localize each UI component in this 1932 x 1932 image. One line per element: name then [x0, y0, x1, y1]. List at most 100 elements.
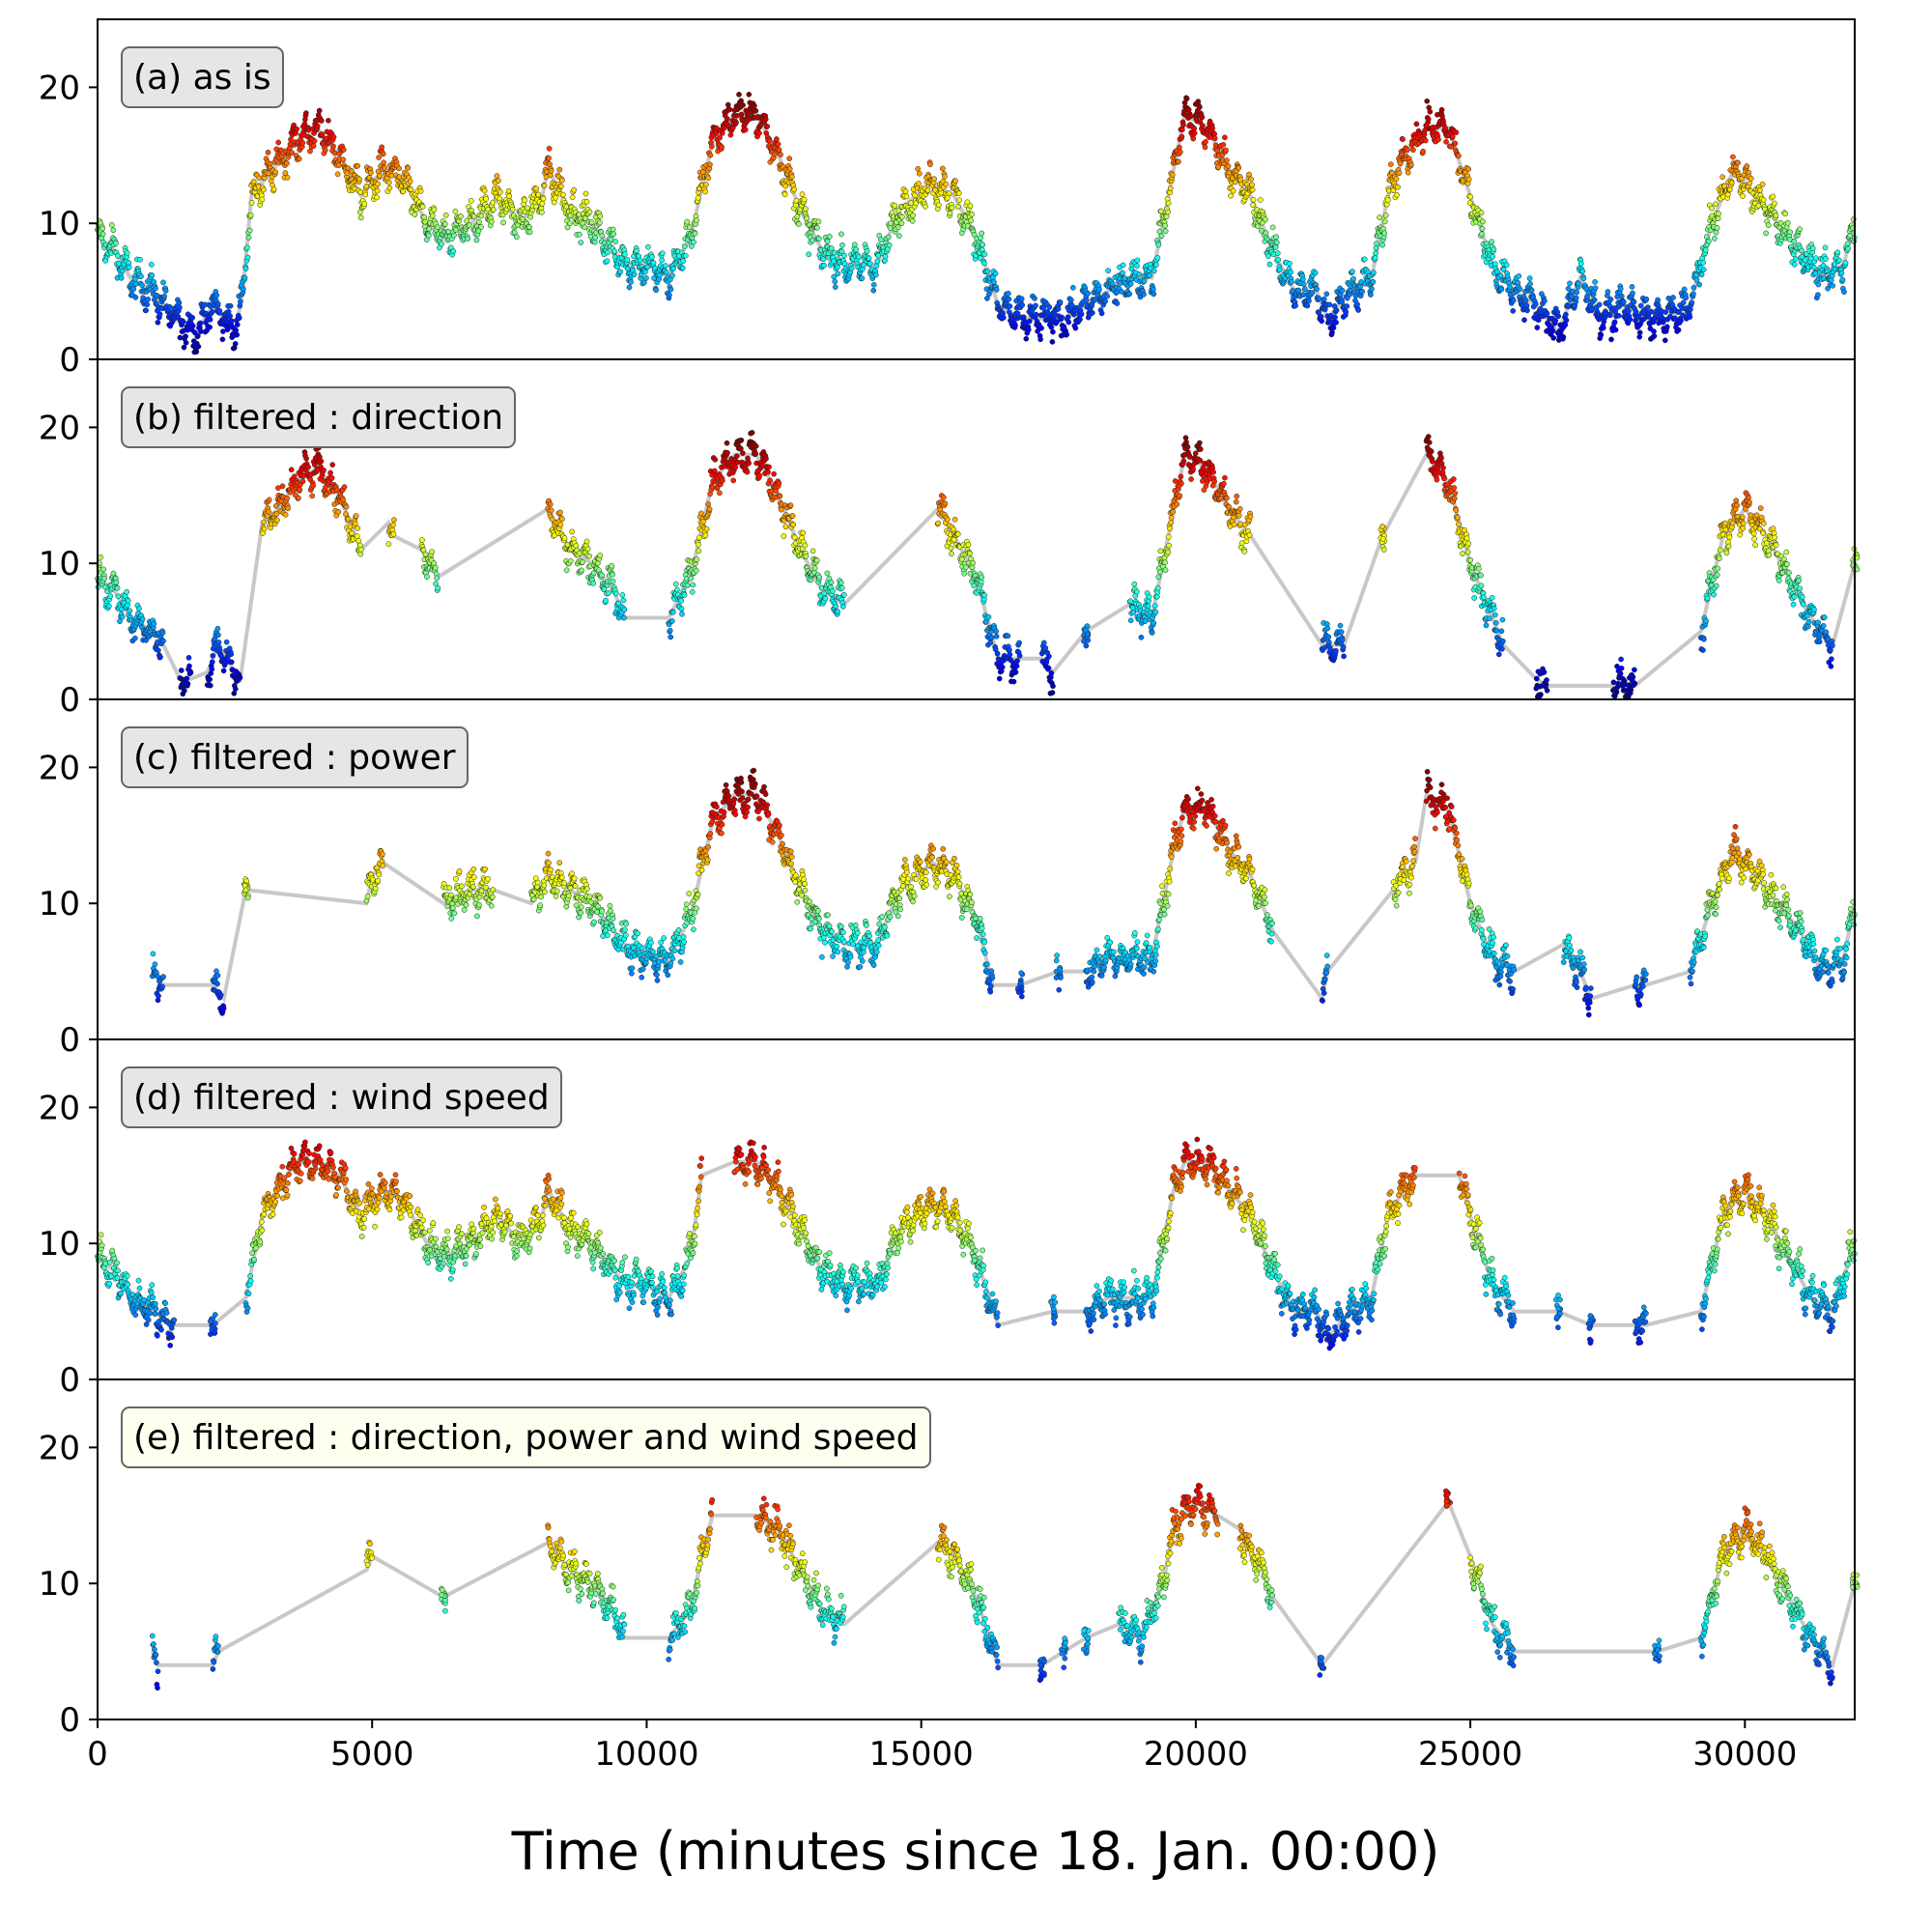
data-point: [124, 588, 130, 595]
data-point: [1211, 135, 1218, 142]
data-point: [405, 165, 412, 171]
data-point: [1607, 297, 1614, 302]
data-point: [197, 320, 204, 327]
data-point: [888, 220, 894, 227]
data-point: [1257, 197, 1264, 203]
data-point: [559, 177, 565, 184]
data-point: [988, 635, 995, 640]
data-point: [730, 477, 737, 484]
data-point: [967, 551, 973, 556]
data-point: [407, 178, 413, 185]
data-point: [1179, 127, 1185, 132]
data-point: [649, 254, 655, 260]
data-point: [214, 300, 221, 307]
data-point: [736, 91, 742, 98]
data-point: [355, 537, 362, 544]
data-point: [432, 564, 439, 571]
data-point: [1147, 272, 1153, 278]
data-point: [490, 207, 497, 213]
data-point: [261, 526, 268, 532]
data-point: [439, 241, 444, 247]
data-point: [186, 663, 192, 669]
data-point: [1084, 631, 1091, 638]
data-point: [291, 122, 297, 128]
data-point: [478, 224, 484, 230]
data-point: [207, 682, 213, 689]
data-point: [548, 168, 554, 174]
data-point: [483, 196, 489, 202]
data-point: [820, 256, 827, 263]
data-point: [1048, 325, 1055, 330]
data-point: [232, 341, 239, 347]
data-point: [912, 192, 919, 199]
data-point: [1102, 298, 1108, 304]
data-point: [1241, 548, 1248, 554]
data-point: [706, 506, 713, 512]
data-point: [724, 116, 730, 122]
data-point: [548, 507, 554, 514]
data-point: [1516, 272, 1522, 279]
data-point: [835, 264, 840, 270]
data-point: [1645, 304, 1651, 310]
data-point: [1180, 458, 1187, 465]
data-point: [124, 249, 130, 256]
data-point: [1355, 307, 1361, 313]
data-point: [1550, 335, 1557, 341]
data-point: [353, 513, 359, 519]
data-point: [848, 265, 855, 271]
data-point: [1747, 175, 1754, 182]
data-point: [227, 302, 234, 309]
data-point: [426, 226, 433, 233]
data-point: [643, 275, 649, 281]
data-point: [210, 653, 216, 659]
data-point: [719, 144, 724, 150]
data-point: [839, 242, 845, 248]
data-point: [1526, 275, 1533, 281]
data-point: [184, 675, 190, 682]
data-point: [505, 187, 512, 194]
data-point: [213, 292, 220, 298]
data-point: [691, 239, 696, 245]
data-point: [557, 522, 564, 528]
data-point: [1580, 275, 1587, 282]
data-point: [561, 535, 568, 541]
data-point: [645, 243, 651, 250]
data-point: [1374, 241, 1379, 246]
data-point: [621, 614, 627, 621]
data-point: [422, 551, 429, 557]
data-point: [1637, 302, 1644, 309]
data-point: [1724, 191, 1731, 198]
data-point: [1050, 328, 1056, 335]
data-point: [588, 219, 595, 225]
data-point: [810, 548, 816, 554]
data-point: [1243, 538, 1250, 545]
data-point: [791, 186, 798, 193]
data-point: [1127, 617, 1134, 624]
data-point: [159, 630, 166, 636]
data-point: [952, 178, 958, 185]
data-point: [1435, 136, 1441, 143]
data-point: [207, 324, 213, 330]
data-point: [637, 257, 643, 264]
data-point: [431, 207, 438, 213]
data-point: [1300, 281, 1307, 288]
data-point: [993, 628, 999, 635]
data-point: [1145, 603, 1151, 610]
data-point: [209, 659, 215, 666]
data-point: [1180, 122, 1186, 128]
data-point: [318, 118, 325, 124]
data-point: [451, 232, 457, 239]
data-point: [1521, 317, 1527, 324]
data-point: [1222, 474, 1228, 481]
data-point: [1478, 210, 1485, 216]
data-point: [1777, 219, 1784, 226]
data-point: [874, 258, 881, 265]
data-point: [1249, 186, 1256, 193]
data-point: [421, 213, 428, 220]
data-point: [335, 509, 342, 515]
data-point: [1407, 161, 1414, 168]
data-point: [1077, 316, 1083, 323]
data-point: [541, 183, 548, 189]
data-point: [357, 214, 364, 221]
data-point: [526, 224, 532, 230]
